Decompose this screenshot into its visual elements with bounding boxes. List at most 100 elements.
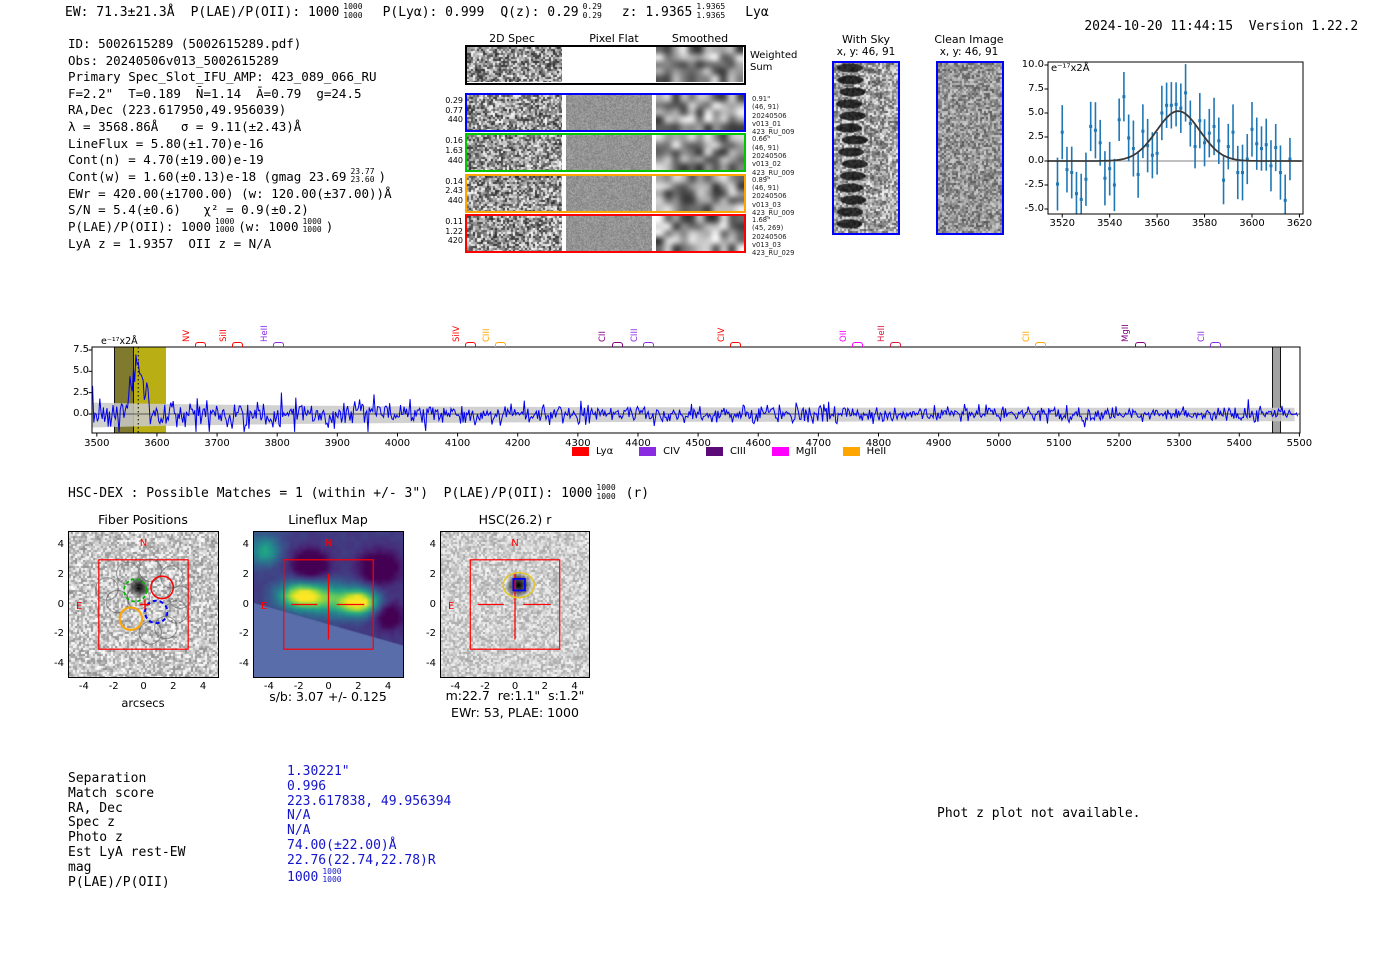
compass-east-label: E bbox=[261, 601, 267, 612]
legend-item: HeII bbox=[842, 446, 887, 457]
data-point bbox=[1074, 192, 1078, 196]
y-tick-label: 0.0 bbox=[1028, 155, 1044, 166]
x-tick-label: 3620 bbox=[1286, 218, 1313, 229]
meta-gap bbox=[1233, 19, 1249, 34]
spec2d-row-noise bbox=[467, 175, 562, 211]
spec2d-ann-line: 20240506 bbox=[752, 151, 787, 160]
emission-line-bracket bbox=[465, 342, 477, 347]
qz-label: Q(z): 0.29 bbox=[500, 5, 579, 20]
data-point bbox=[1222, 178, 1226, 182]
cutout-overlay: NE bbox=[261, 538, 374, 650]
data-point bbox=[1141, 129, 1145, 133]
line-fit-zoom-plot: e⁻¹⁷x2Å 3520 3540 3560 3580 3600 3620 10.0 7.5 5… bbox=[1020, 50, 1392, 240]
plae-label: P(LAE)/P(OII): 1000 bbox=[190, 5, 340, 20]
compass-north-label: N bbox=[325, 538, 332, 549]
lya-z-line: LyA z = 1.9357 OII z = N/A bbox=[68, 235, 272, 251]
compass-north-label: N bbox=[511, 538, 518, 549]
data-point bbox=[1274, 146, 1278, 150]
data-point bbox=[1150, 153, 1154, 157]
emission-line-label: CII bbox=[1196, 331, 1207, 342]
info-line: F=2.2" T=0.189 N̄=1.14 Ā=0.79 g=24.5 bbox=[68, 85, 362, 101]
spec2d-left-label: 0.14 bbox=[445, 176, 463, 186]
spec2d-header-1: Pixel Flat bbox=[589, 32, 639, 45]
info-line: LineFlux = 5.80(±1.70)e-16 bbox=[68, 135, 264, 151]
report-datetime: 2024-10-20 11:44:15 bbox=[1084, 19, 1234, 34]
spec2d-ann-line: 20240506 bbox=[752, 232, 787, 241]
match-value-text: 1000 bbox=[287, 869, 319, 885]
spec2d-row-pixelflat bbox=[566, 175, 652, 211]
spec2d-left-label: 440 bbox=[447, 155, 463, 165]
fiber-circle bbox=[164, 600, 188, 624]
info-line: λ = 3568.86Å σ = 9.11(±2.43)Å bbox=[68, 118, 302, 134]
x-tick-label: 5000 bbox=[986, 438, 1012, 449]
cutout-y-tick-label: 2 bbox=[57, 568, 64, 580]
photz-notice: Phot z plot not available. bbox=[937, 806, 1141, 821]
x-tick-label: 4100 bbox=[444, 438, 471, 449]
fiber-xlabel: arcsecs bbox=[121, 696, 165, 710]
emission-line-bracket bbox=[890, 342, 902, 347]
match-row-label: Est LyA rest-EW bbox=[68, 844, 186, 860]
cleanimage-title: Clean Image bbox=[934, 33, 1004, 46]
emission-line-label: MgII bbox=[1121, 324, 1132, 342]
info-line: ID: 5002615289 (5002615289.pdf) bbox=[68, 36, 302, 51]
data-point bbox=[1060, 130, 1064, 134]
hsc-cutout-title: HSC(26.2) r bbox=[478, 512, 552, 527]
summary-header: EW: 71.3±21.3Å P(LAE)/P(OII): 1000 1000 10… bbox=[65, 2, 785, 21]
match-row-label: RA, Dec bbox=[68, 800, 123, 816]
match-value-fraction-bottom: 1000 bbox=[322, 875, 342, 885]
qz-fraction-bottom: 0.29 bbox=[582, 10, 602, 20]
withsky-subtitle: x, y: 46, 91 bbox=[836, 46, 896, 58]
y-tick-label: 2.5 bbox=[73, 386, 89, 398]
spec2d-ann-line: (46, 91) bbox=[752, 143, 779, 152]
mainplot-unit-annotation: e⁻¹⁷x2Å bbox=[101, 336, 138, 347]
x-tick-label: 4800 bbox=[865, 438, 892, 449]
sn-chi2-line: S/N = 5.4(±0.6) χ² = 0.9(±0.2) bbox=[68, 202, 309, 218]
info-line: Obs: 20240506v013_5002615289 bbox=[68, 52, 279, 68]
match-row-value: 74.00(±22.00)Å bbox=[287, 837, 397, 853]
data-point bbox=[1278, 171, 1282, 175]
emission-line-label: CII bbox=[598, 331, 609, 342]
contw-text: Cont(w) = 1.60(±0.13)e-18 (gmag 23.69 bbox=[68, 168, 347, 184]
data-point bbox=[1055, 182, 1059, 186]
x-tick-label: 5500 bbox=[1286, 438, 1313, 449]
cutout-y-tick-label: -4 bbox=[54, 658, 64, 670]
spec2d-ann-line: 423_RU_009 bbox=[752, 128, 795, 137]
cutout-y-tick-label: -4 bbox=[239, 658, 249, 670]
spec2d-header-0: 2D Spec bbox=[489, 32, 535, 45]
zoomplot-unit-annotation: e⁻¹⁷x2Å bbox=[1051, 63, 1090, 74]
spec2d-left-label: 1.63 bbox=[445, 145, 463, 155]
y-tick-label: 7.5 bbox=[1028, 83, 1044, 94]
y-tick-label: -2.5 bbox=[1024, 179, 1044, 190]
spec2d-ann-line: v013_01 bbox=[752, 119, 782, 128]
legend-label: MgII bbox=[795, 446, 817, 457]
emission-line-bracket bbox=[852, 342, 864, 347]
detection-info-block: ID: 5002615289 (5002615289.pdf) Obs: 2024… bbox=[68, 36, 392, 253]
lineflux-caption: s/b: 3.07 +/- 0.125 bbox=[269, 689, 387, 704]
spec2d-ann-line: v013_03 bbox=[752, 241, 782, 250]
weighted-sum-label: Weighted Sum bbox=[750, 50, 797, 74]
cutout-x-tick-label: -2 bbox=[108, 681, 119, 692]
spec2d-ann-line: (46, 91) bbox=[752, 103, 779, 112]
cutout-x-tick-label: -4 bbox=[78, 681, 89, 692]
match-row-label: Separation bbox=[68, 771, 147, 786]
cutout-x-tick-label: 4 bbox=[199, 681, 207, 692]
spec2d-ann-line: v013_03 bbox=[752, 200, 782, 209]
hatched-band bbox=[1272, 347, 1281, 433]
spec2d-ann-line: (46, 91) bbox=[752, 184, 779, 193]
spec2d-row: 0.29 0.77 440 0.91" (46, 91) 20240506 v013_01 4… bbox=[445, 93, 794, 136]
info-line: Cont(n) = 4.70(±19.00)e-19 bbox=[68, 152, 264, 168]
y-tick-label: 10.0 bbox=[1021, 59, 1044, 70]
fiber-circle bbox=[138, 558, 162, 582]
cutout-x-tick-label: 4 bbox=[571, 681, 578, 692]
data-point bbox=[1089, 124, 1093, 128]
data-point bbox=[1207, 131, 1211, 135]
data-point bbox=[1259, 147, 1263, 151]
weighted-sum-label-1: Weighted bbox=[750, 50, 798, 61]
legend-item: CIII bbox=[705, 446, 746, 457]
spec2d-left-label: 440 bbox=[447, 115, 463, 125]
match-row-label: P(LAE)/P(OII) bbox=[68, 874, 170, 890]
legend-label: HeII bbox=[866, 446, 887, 457]
withsky-title: With Sky bbox=[842, 33, 890, 46]
emission-line-bracket bbox=[232, 342, 244, 347]
